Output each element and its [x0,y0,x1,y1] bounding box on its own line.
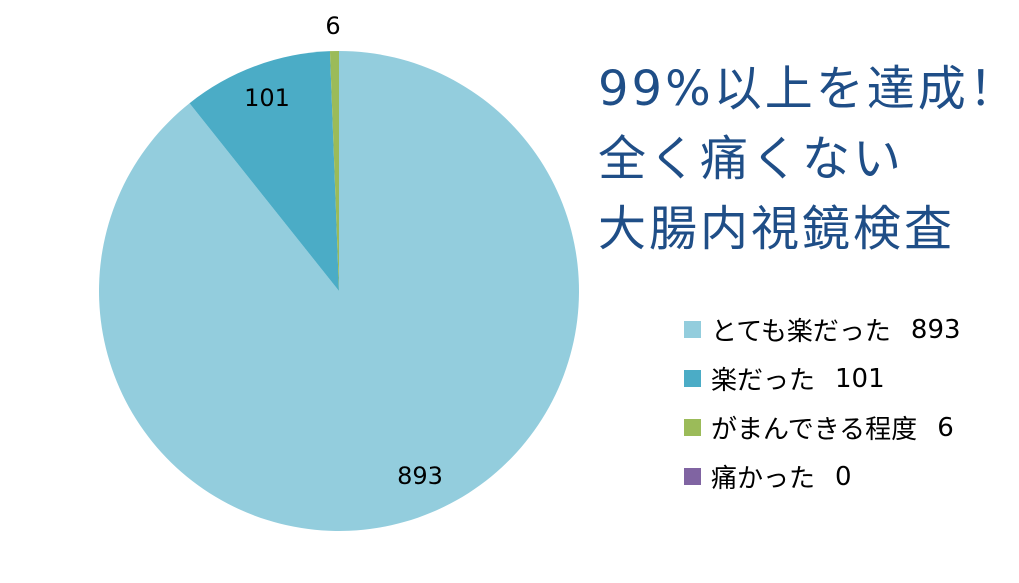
pie-slices [99,51,580,532]
legend-value: 0 [835,461,852,492]
legend-value: 893 [910,314,961,345]
data-label-tolerable: 6 [325,12,340,40]
legend-swatch-icon [684,321,701,338]
legend-value: 101 [835,363,885,394]
legend-label: 痛かった [711,464,816,494]
legend-label: がまんできる程度 [711,415,918,445]
legend: とても楽だった 893 楽だった 101 がまんできる程度 6 痛かった 0 [684,305,961,501]
pie-slice-easy [189,51,339,291]
legend-item-tolerable: がまんできる程度 6 [684,403,961,452]
title-line-3: 大腸内視鏡検査 [598,201,956,257]
legend-item-very-easy: とても楽だった 893 [684,305,961,354]
legend-swatch-icon [684,419,701,436]
legend-item-easy: 楽だった 101 [684,354,961,403]
legend-label: 楽だった [711,366,816,396]
pie-slice-tolerable [329,51,339,291]
chart-title: 99%以上を達成！ 全く痛くない 大腸内視鏡検査 [598,54,1019,264]
title-line-1: 99%以上を達成！ [598,61,1019,117]
legend-label: とても楽だった [711,317,891,347]
legend-swatch-icon [684,370,701,387]
legend-value: 6 [937,412,954,443]
data-label-very-easy: 893 [397,462,443,490]
pie-slice-very-easy [99,51,580,532]
data-label-easy: 101 [244,84,290,112]
legend-item-painful: 痛かった 0 [684,452,961,501]
legend-swatch-icon [684,468,701,485]
title-line-2: 全く痛くない [598,131,905,187]
